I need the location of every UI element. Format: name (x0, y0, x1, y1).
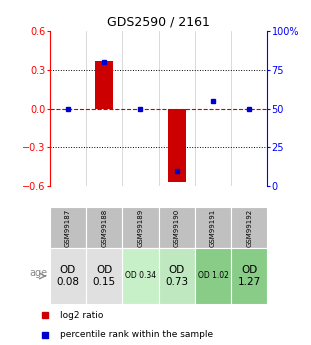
Text: OD
0.15: OD 0.15 (93, 265, 116, 287)
Text: GSM99190: GSM99190 (174, 209, 180, 247)
Bar (159, 207, 195, 248)
Bar (231, 207, 267, 248)
Text: GSM99189: GSM99189 (137, 209, 143, 247)
Text: GSM99191: GSM99191 (210, 209, 216, 247)
Bar (159, 248, 195, 304)
Text: OD 1.02: OD 1.02 (197, 272, 229, 280)
Text: age: age (30, 268, 48, 278)
Text: OD
0.08: OD 0.08 (56, 265, 79, 287)
Bar (195, 207, 231, 248)
Text: GSM99188: GSM99188 (101, 209, 107, 247)
Bar (122, 207, 159, 248)
Bar (95, 61, 113, 109)
Text: OD
0.73: OD 0.73 (165, 265, 188, 287)
Bar (86, 207, 122, 248)
Bar (168, 109, 186, 183)
Bar (122, 248, 159, 304)
Bar (231, 248, 267, 304)
Text: log2 ratio: log2 ratio (60, 311, 103, 320)
Bar (50, 207, 86, 248)
Text: GSM99192: GSM99192 (246, 209, 252, 247)
Bar (195, 248, 231, 304)
Title: GDS2590 / 2161: GDS2590 / 2161 (107, 16, 210, 29)
Bar (50, 248, 86, 304)
Text: OD
1.27: OD 1.27 (238, 265, 261, 287)
Text: percentile rank within the sample: percentile rank within the sample (60, 330, 213, 339)
Text: OD 0.34: OD 0.34 (125, 272, 156, 280)
Text: GSM99187: GSM99187 (65, 209, 71, 247)
Bar (86, 248, 122, 304)
